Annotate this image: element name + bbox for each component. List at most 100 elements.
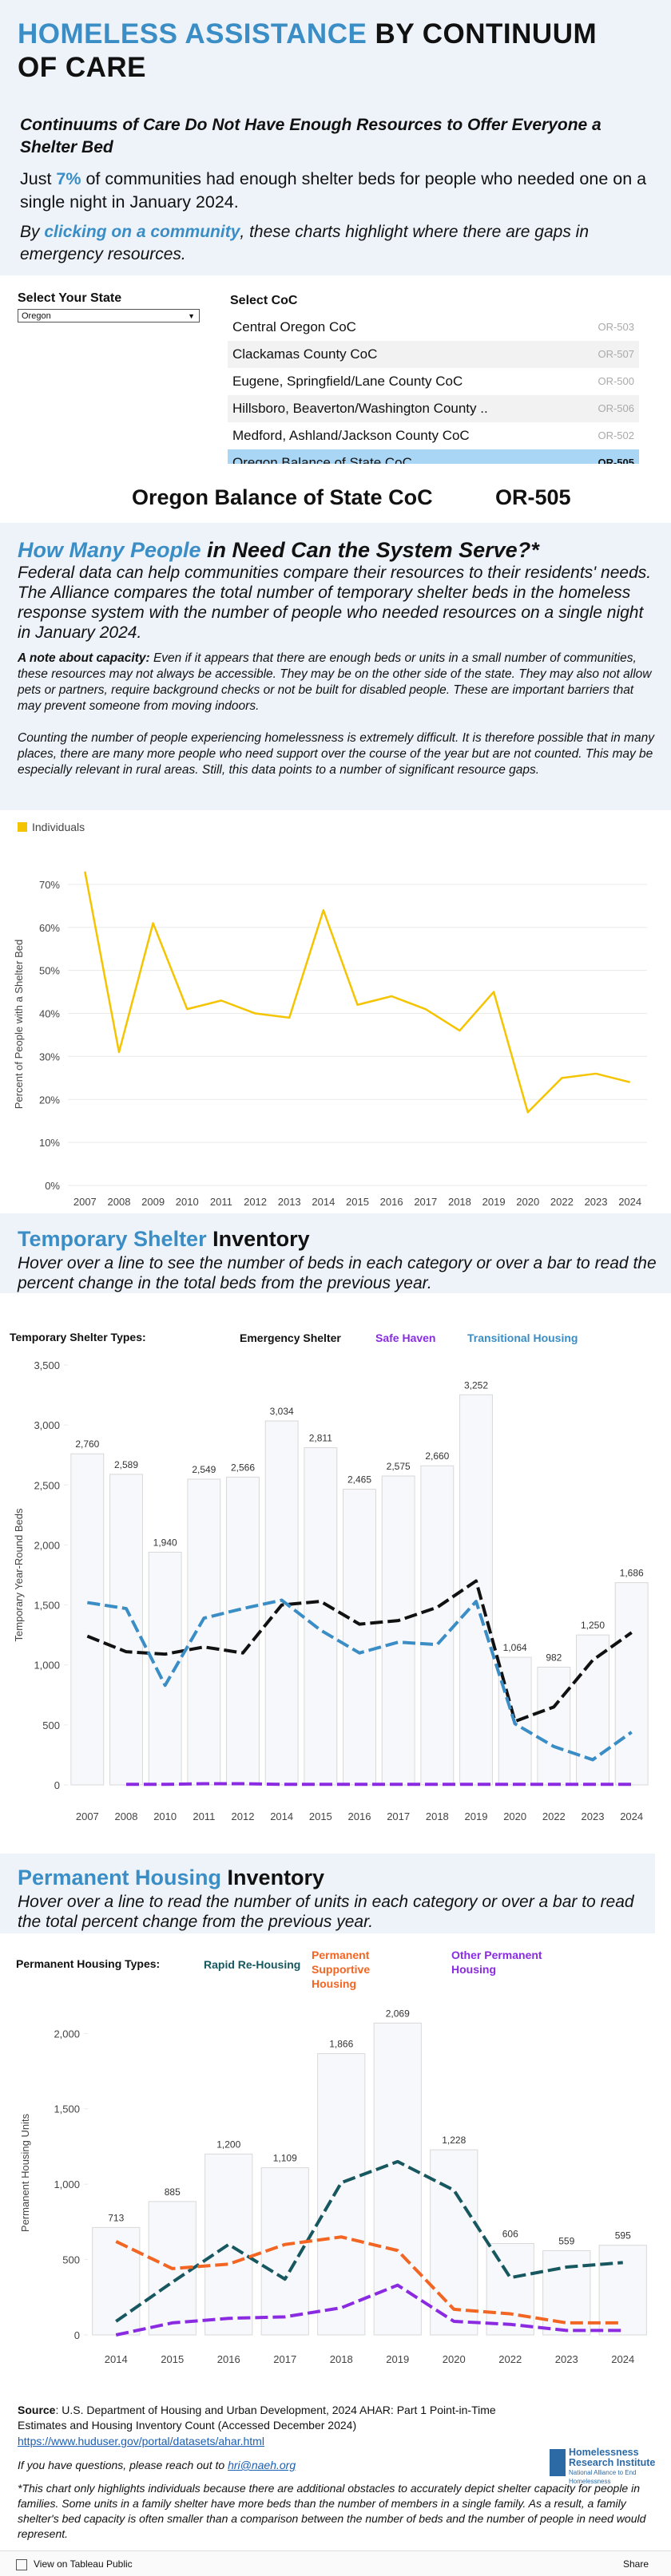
coc-row[interactable]: Central Oregon CoC OR-503 (228, 314, 639, 342)
x-tick-label: 2011 (193, 1810, 215, 1822)
y-tick-label: 0 (74, 2329, 80, 2341)
series-line (87, 1598, 633, 1762)
bar-label: 559 (558, 2235, 574, 2246)
coc-label: Select CoC (230, 294, 298, 307)
capacity-note: A note about capacity: Even if it appear… (18, 651, 657, 714)
x-tick-label: 2018 (448, 1196, 471, 1208)
y-tick-label: 2,000 (34, 1539, 60, 1551)
email[interactable]: hri@naeh.org (228, 2459, 296, 2471)
bar (576, 1634, 609, 1786)
hint-link[interactable]: clicking on a community (44, 223, 240, 241)
heading-accent: How Many People (18, 538, 201, 562)
bar (459, 1394, 493, 1786)
hint-paragraph: By clicking on a community, these charts… (20, 221, 651, 266)
bar-label: 2,069 (386, 2008, 410, 2019)
bar-label: 1,940 (153, 1537, 177, 1548)
bar (537, 1666, 571, 1786)
coc-code: OR-505 (598, 457, 634, 464)
bar-label: 1,866 (329, 2039, 353, 2050)
x-tick-label: 2024 (620, 1810, 643, 1822)
bar-label: 2,566 (231, 1462, 255, 1473)
bar (598, 2245, 647, 2336)
counting-note: Counting the number of people experienci… (18, 731, 654, 777)
x-tick-label: 2015 (161, 2353, 184, 2365)
bar-label: 1,250 (581, 1620, 605, 1631)
title-rest: BY CONTINUUM OF CARE (18, 18, 598, 83)
bar (204, 2153, 253, 2336)
x-tick-label: 2014 (312, 1196, 335, 1208)
series-line (115, 2159, 623, 2323)
tableau-link[interactable]: View on Tableau Public (34, 2558, 133, 2570)
section-band (0, 1854, 655, 1933)
legend-swatch (18, 822, 27, 832)
y-tick-label: 500 (62, 2254, 80, 2266)
text: , these charts highlight where there are… (20, 223, 589, 263)
heading-rest: Inventory (221, 1866, 325, 1889)
source-link[interactable]: https://www.huduser.gov/portal/datasets/… (18, 2435, 264, 2447)
y-tick-label: 60% (39, 922, 60, 934)
legend-label: Other Permanent Housing (451, 1949, 542, 1976)
coc-row[interactable]: Hillsboro, Beaverton/Washington County .… (228, 395, 639, 423)
bar-label: 982 (546, 1652, 562, 1663)
coc-code: OR-500 (598, 375, 634, 387)
x-tick-label: 2020 (443, 2353, 466, 2365)
state-dropdown[interactable]: Oregon ▼ (18, 309, 200, 322)
x-tick-label: 2016 (348, 1810, 371, 1822)
section-band (0, 523, 671, 810)
legend-label: Individuals (32, 821, 85, 833)
y-tick-label: 1,000 (54, 2178, 80, 2190)
title: HOMELESS ASSISTANCE BY CONTINUUM OF CARE (18, 18, 641, 85)
y-tick-label: 3,500 (34, 1359, 60, 1371)
section-text: Hover over a line to read the number of … (18, 1893, 634, 1931)
bar-label: 3,252 (464, 1379, 488, 1391)
bar (92, 2226, 141, 2336)
y-tick-label: 10% (39, 1137, 60, 1149)
bar-label: 595 (615, 2230, 631, 2242)
bar-label: 2,760 (75, 1438, 99, 1450)
coc-row[interactable]: Oregon Balance of State CoC OR-505 (228, 449, 639, 464)
y-axis-label: Temporary Year-Round Beds (13, 1508, 25, 1641)
logo: Homelessness Research Institute National A… (569, 2447, 671, 2486)
bar (373, 2022, 422, 2336)
legend-label: Emergency Shelter (240, 1332, 341, 1344)
x-tick-label: 2019 (482, 1196, 506, 1208)
bar-label: 1,200 (216, 2139, 240, 2150)
legend-label: Rapid Re-Housing (204, 1958, 301, 1971)
coc-name: Clackamas County CoC (232, 346, 378, 362)
y-tick-label: 40% (39, 1008, 60, 1020)
coc-row[interactable]: Medford, Ashland/Jackson County CoC OR-50… (228, 422, 639, 450)
y-tick-label: 50% (39, 965, 60, 977)
bar (542, 2250, 591, 2336)
coc-code: OR-506 (598, 402, 634, 414)
bar (614, 1582, 649, 1786)
y-tick-label: 2,000 (54, 2028, 80, 2040)
bar (381, 1475, 415, 1786)
text: By (20, 223, 45, 241)
logo-line: Homelessness (569, 2447, 639, 2458)
bar-label: 1,686 (620, 1568, 644, 1579)
logo-line: Research Institute (569, 2457, 656, 2468)
series-line (126, 1782, 632, 1787)
x-tick-label: 2024 (618, 1196, 641, 1208)
legend-title: Permanent Housing Types: (16, 1957, 161, 1970)
x-tick-label: 2018 (330, 2353, 353, 2365)
bar (70, 1453, 105, 1786)
x-tick-label: 2007 (73, 1196, 97, 1208)
title-accent: HOMELESS ASSISTANCE (18, 18, 367, 49)
bar-label: 2,465 (347, 1474, 371, 1486)
bar-label: 606 (502, 2229, 518, 2240)
coc-code: OR-502 (598, 429, 634, 441)
bar-label: 1,109 (273, 2153, 297, 2164)
bar (486, 2243, 534, 2336)
share-button[interactable]: Share (623, 2558, 649, 2570)
x-tick-label: 2012 (244, 1196, 267, 1208)
x-tick-label: 2017 (387, 1810, 410, 1822)
state-label: Select Your State (18, 291, 122, 305)
x-tick-label: 2016 (217, 2353, 240, 2365)
section-text: Hover over a line to see the number of b… (18, 1254, 657, 1292)
bar-label: 1,064 (503, 1642, 527, 1653)
coc-row[interactable]: Eugene, Springfield/Lane County CoC OR-50… (228, 368, 639, 396)
selected-name: Oregon Balance of State CoC (132, 485, 433, 509)
bar (430, 2149, 478, 2336)
